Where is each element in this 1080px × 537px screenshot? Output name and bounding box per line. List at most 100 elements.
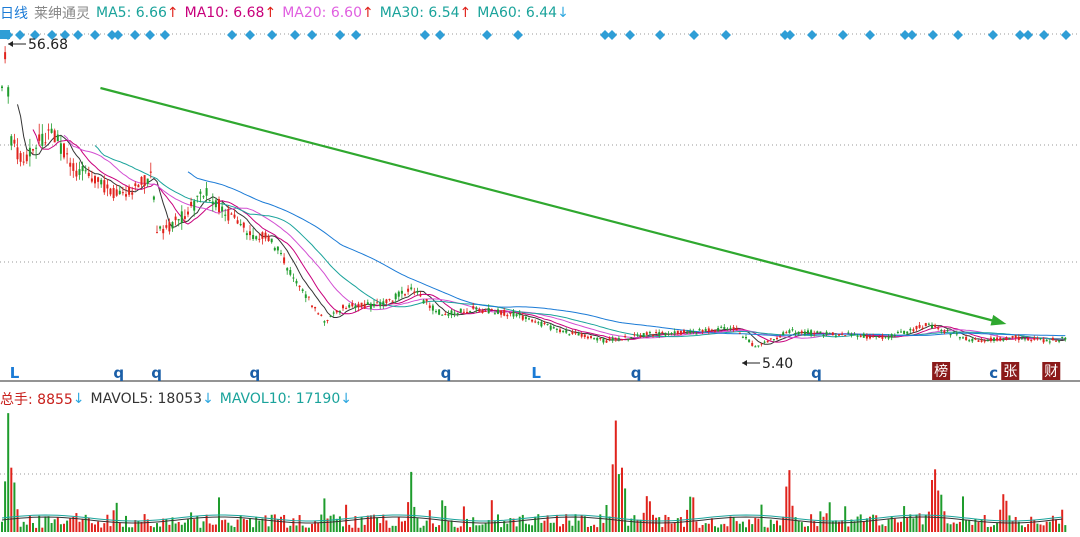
candle-body	[509, 312, 512, 314]
candle-body	[100, 179, 103, 185]
candle-body	[819, 331, 822, 334]
volume-bar	[531, 525, 534, 532]
volume-bar	[13, 482, 16, 532]
volume-bar	[134, 520, 137, 532]
event-diamond-icon	[60, 30, 70, 40]
candle-body	[1055, 340, 1057, 342]
candle-body	[143, 175, 146, 187]
candle-body	[450, 310, 453, 316]
volume-bar	[977, 521, 980, 532]
volume-bar	[546, 515, 549, 532]
candle-body	[289, 270, 292, 275]
volume-bar	[602, 522, 605, 532]
volume-legend: 总手: 8855 ↓ MAVOL5: 18053 ↓ MAVOL10: 17190 ↓	[0, 388, 358, 410]
volume-bar	[958, 521, 961, 532]
volume-bar	[233, 527, 236, 532]
volume-bar	[258, 520, 261, 532]
event-diamond-icon	[900, 30, 910, 40]
event-diamond-icon	[245, 30, 255, 40]
candle-body	[106, 184, 109, 189]
volume-bar	[738, 523, 741, 532]
volume-bar	[707, 523, 710, 532]
volume-bar	[782, 516, 785, 532]
volume-bar	[735, 521, 738, 532]
volume-bar	[252, 527, 255, 532]
candle-body	[996, 337, 999, 341]
candle-body	[407, 288, 410, 292]
candle-body	[900, 331, 902, 333]
volume-bar	[828, 502, 831, 532]
volume-bar	[428, 510, 431, 532]
volume-bar	[813, 521, 816, 532]
event-diamond-icon	[227, 30, 237, 40]
volume-bar	[881, 524, 884, 532]
event-diamond-icon	[420, 30, 430, 40]
ma30-trend-icon: ↑	[459, 5, 472, 21]
candle-body	[605, 340, 608, 343]
volume-bar	[686, 509, 689, 532]
volume-bar	[289, 525, 292, 532]
candle-body	[785, 332, 788, 334]
volume-bar	[1055, 519, 1057, 532]
volume-bar	[28, 515, 31, 532]
period-label[interactable]: 日线	[0, 6, 28, 22]
candle-body	[382, 301, 385, 306]
volume-bar	[404, 520, 406, 532]
candle-body	[1036, 338, 1039, 340]
candle-body	[710, 329, 713, 331]
volume-bar	[785, 486, 788, 532]
candle-body	[717, 327, 720, 332]
candle-body	[766, 341, 769, 343]
candle-body	[125, 194, 127, 197]
candle-body	[791, 329, 794, 331]
volume-bar	[301, 525, 304, 532]
candle-body	[537, 322, 540, 324]
volume-bar	[63, 523, 65, 532]
volume-bar	[571, 525, 574, 532]
candle-body	[22, 161, 25, 163]
volume-bar	[307, 527, 310, 532]
candle-body	[803, 331, 806, 335]
candle-body	[949, 333, 952, 336]
candle-body	[425, 299, 428, 302]
volume-bar	[943, 511, 946, 532]
candle-body	[121, 192, 124, 194]
volume-bar	[1033, 520, 1036, 532]
volume-bar	[521, 514, 524, 532]
event-diamond-icon	[307, 30, 317, 40]
candle-body	[301, 289, 304, 292]
candle-body	[493, 313, 496, 315]
candle-body	[53, 130, 56, 143]
ma5-label: MA5: 6.66	[96, 5, 167, 21]
volume-bar	[732, 517, 735, 532]
volume-bar	[940, 494, 943, 532]
candle-body	[822, 334, 825, 336]
candle-body	[462, 311, 465, 313]
candle-body	[841, 333, 844, 335]
candle-body	[435, 311, 437, 313]
candle-body	[559, 329, 561, 332]
volume-bar	[679, 517, 682, 532]
candle-body	[388, 298, 391, 300]
volume-bar	[87, 517, 90, 532]
volume-bar	[965, 520, 968, 532]
candle-body	[707, 328, 710, 332]
candle-body	[242, 222, 245, 228]
mavol10-label: MAVOL10: 17190	[219, 391, 341, 407]
candle-body	[751, 342, 754, 346]
candle-body	[391, 300, 394, 302]
mavol10-trend-icon: ↓	[340, 391, 352, 407]
candle-body	[208, 199, 211, 201]
volume-bar	[1017, 521, 1020, 532]
volume-bar	[673, 522, 676, 532]
candle-body	[329, 315, 332, 317]
candle-body	[165, 225, 168, 228]
candle-body	[543, 322, 546, 325]
candle-body	[518, 312, 521, 316]
candle-body	[1008, 337, 1011, 340]
candle-body	[524, 316, 527, 319]
candle-body	[438, 309, 441, 315]
candle-body	[828, 332, 831, 334]
volume-bar	[149, 525, 152, 532]
